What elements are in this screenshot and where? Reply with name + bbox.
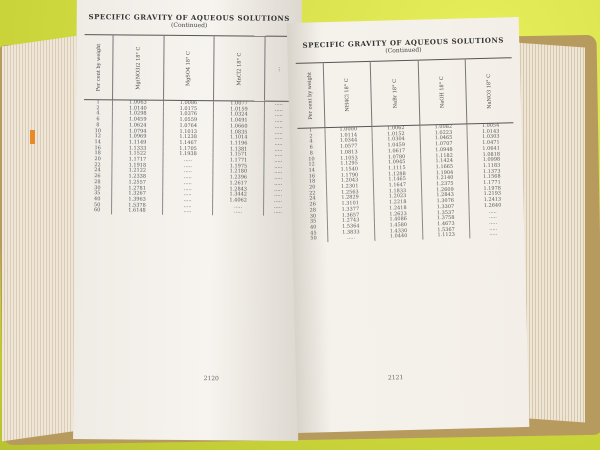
column-header: MnCl2 18° C	[213, 35, 265, 102]
left-page: SPECIFIC GRAVITY OF AQUEOUS SOLUTIONS (C…	[73, 0, 302, 441]
table-cell: .....	[469, 231, 517, 239]
table-cell: .....	[263, 209, 293, 216]
column-header: NaOH 18° C	[417, 58, 468, 126]
right-page: SPECIFIC GRAVITY OF AQUEOUS SOLUTIONS (C…	[286, 17, 530, 433]
table-row: 60 1.6148...............	[83, 207, 293, 216]
page-number: 2120	[203, 375, 219, 383]
table-cell: 1.0440	[374, 233, 423, 241]
column-header: NaBr 18° C	[370, 60, 420, 127]
table-cell: 1.6148	[111, 208, 163, 215]
table-cell: 60	[93, 207, 101, 214]
column-header: Per cent by weight	[295, 62, 325, 129]
column-header: Per cent by weight	[84, 34, 114, 100]
table-cell: .....	[212, 209, 264, 216]
bookmark-tab	[30, 130, 35, 144]
table-cell: .....	[162, 208, 213, 216]
table-cell: .....	[327, 235, 375, 243]
column-header: NaNO3 18° C	[465, 57, 514, 124]
column-header: MgSO4 18° C	[163, 35, 215, 101]
gravity-table: Per cent by weight Mg(NO3)2 18° C MgSO4 18…	[83, 34, 294, 216]
table-cell: 50	[310, 235, 317, 242]
table-cell: 1.1123	[422, 232, 471, 240]
page-number: 2121	[387, 374, 404, 382]
column-header: Mg(NO3)2 18° C	[112, 34, 164, 101]
column-header: NH4Cl 18° C	[322, 61, 372, 128]
